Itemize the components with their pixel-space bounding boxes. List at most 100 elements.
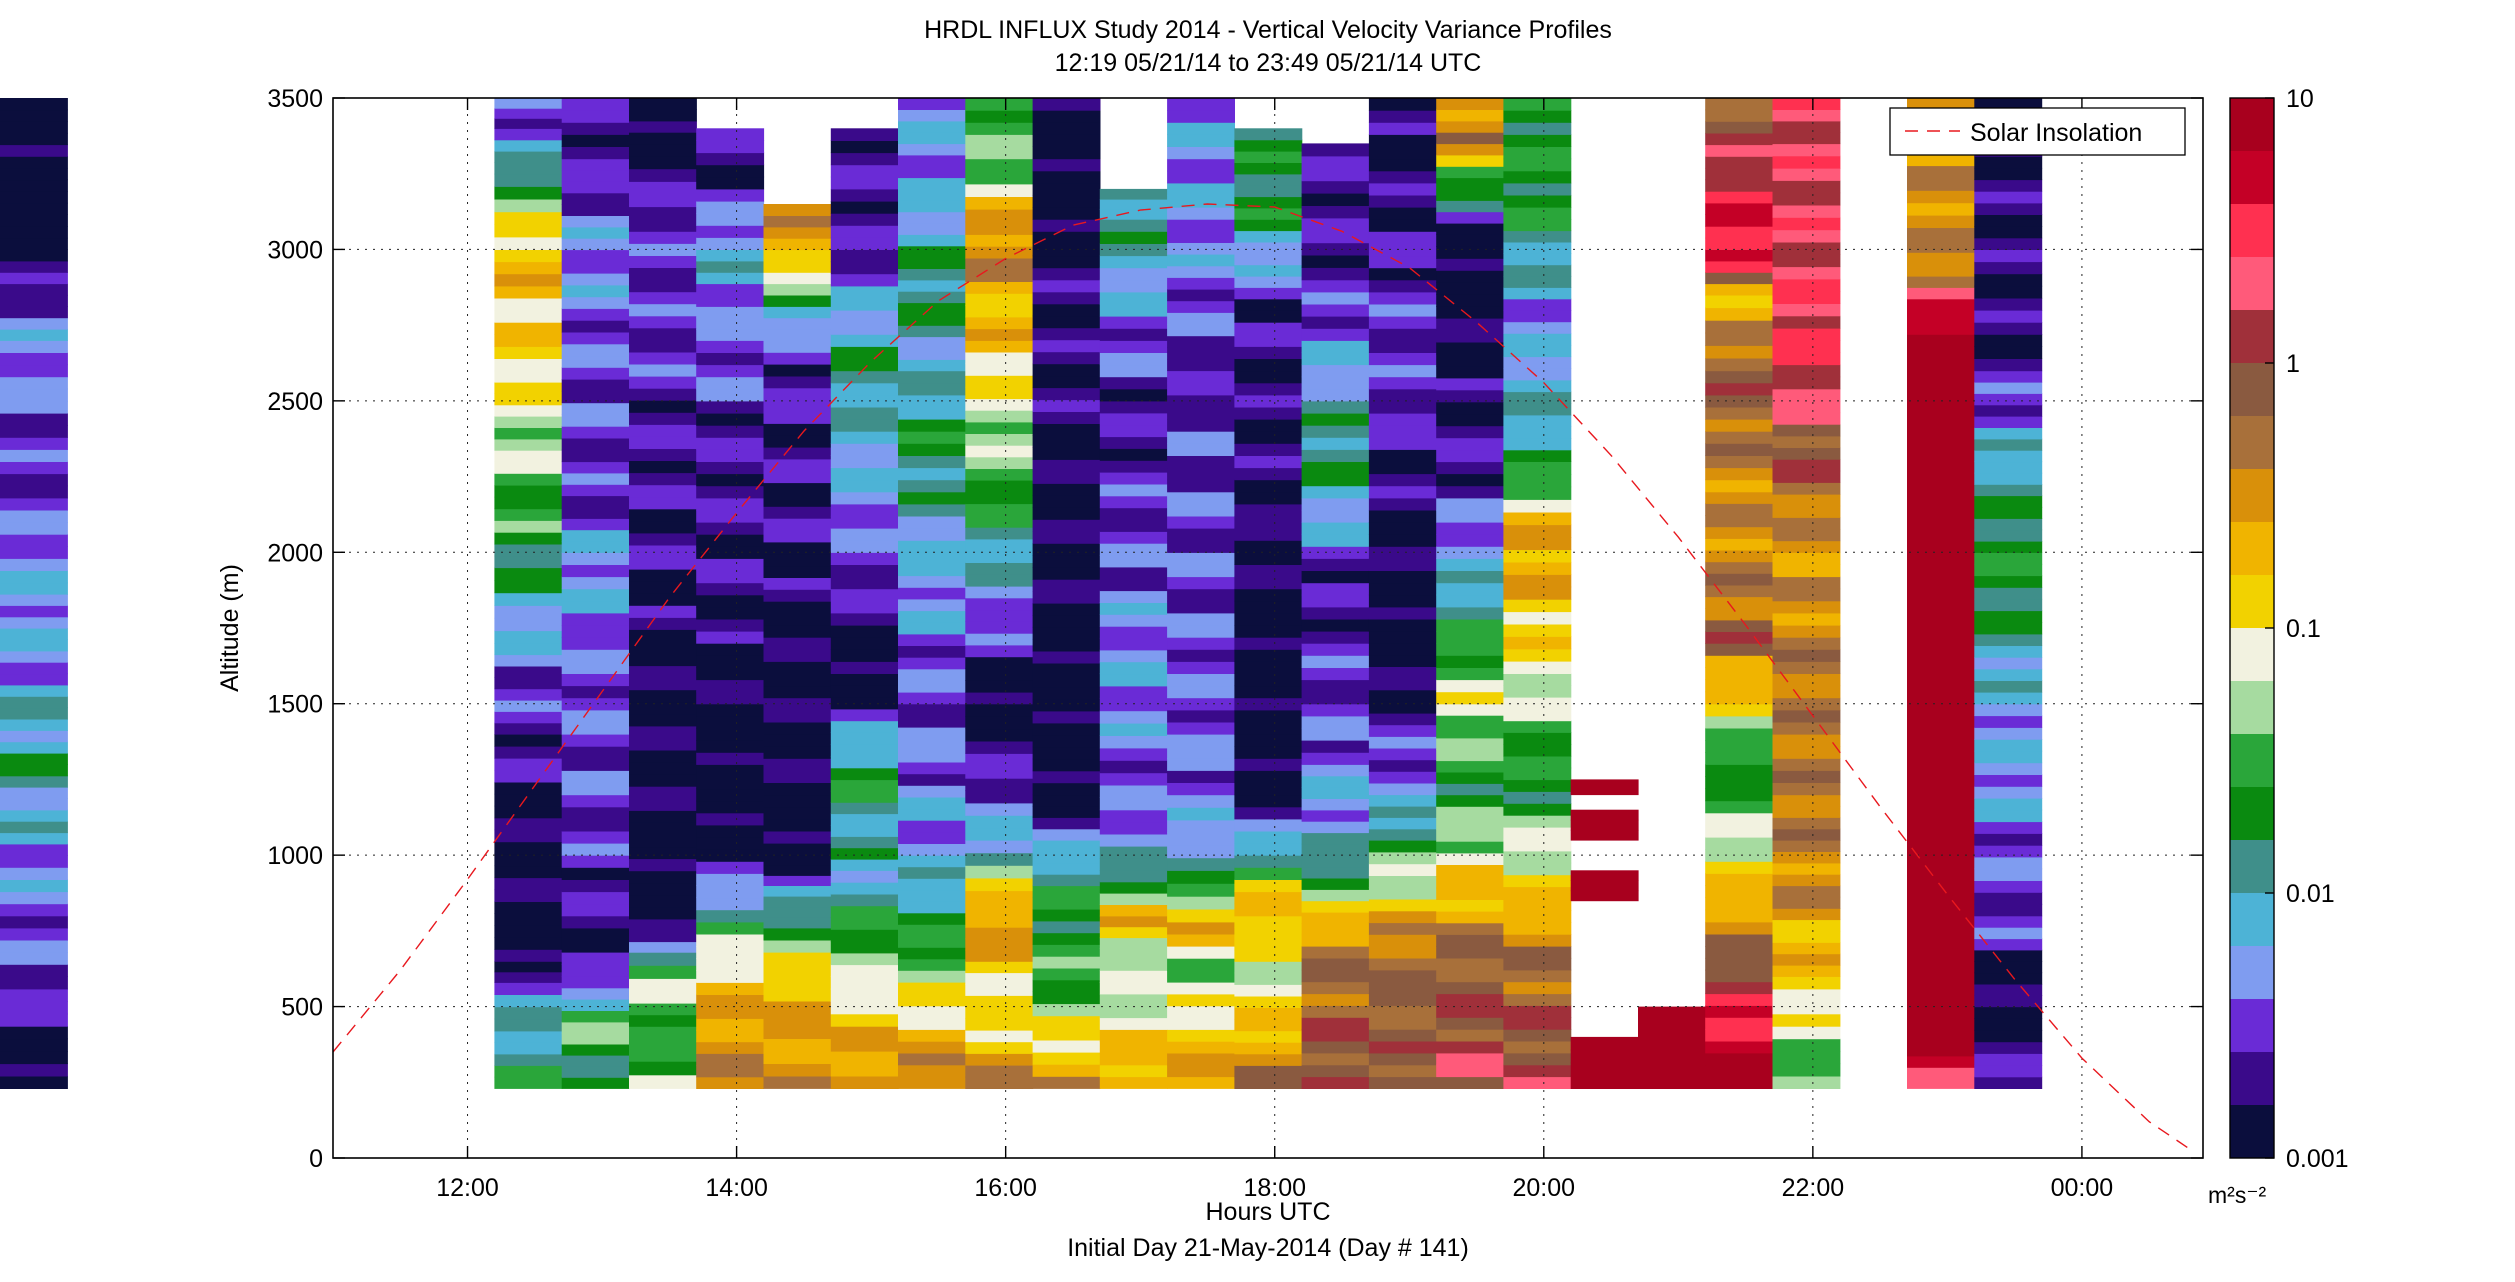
heatmap-cell xyxy=(763,328,832,341)
heatmap-cell xyxy=(830,649,899,662)
heatmap-cell xyxy=(1099,970,1168,983)
heatmap-cell xyxy=(763,988,832,1002)
y-axis-label: Altitude (m) xyxy=(216,564,244,692)
heatmap-cell xyxy=(561,367,630,380)
heatmap-cell xyxy=(1032,626,1101,640)
heatmap-cell xyxy=(696,837,765,850)
heatmap-cell xyxy=(1705,691,1774,705)
heatmap-cell xyxy=(1907,215,1975,228)
heatmap-cell xyxy=(1234,879,1303,893)
heatmap-cell xyxy=(1167,600,1235,614)
heatmap-cell xyxy=(1705,715,1774,729)
heatmap-cell xyxy=(1368,701,1437,714)
heatmap-cell xyxy=(1301,291,1370,305)
heatmap-cell xyxy=(1301,388,1370,402)
heatmap-cell xyxy=(1570,1036,1639,1051)
heatmap-cell xyxy=(561,600,630,614)
heatmap-cell xyxy=(763,843,832,856)
heatmap-cell xyxy=(965,644,1034,658)
heatmap-cell xyxy=(1772,1026,1841,1040)
heatmap-cell xyxy=(1234,431,1303,444)
heatmap-cell xyxy=(1907,1033,1975,1046)
heatmap-cell xyxy=(494,961,563,973)
heatmap-cell xyxy=(965,363,1034,376)
heatmap-cell xyxy=(965,680,1034,693)
heatmap-cell xyxy=(1974,273,2043,287)
heatmap-cell xyxy=(1503,673,1572,686)
heatmap-cell xyxy=(898,785,966,798)
heatmap-cell xyxy=(763,494,832,507)
heatmap-cell xyxy=(763,529,832,543)
heatmap-cell xyxy=(1301,303,1370,317)
heatmap-cell xyxy=(1436,691,1505,705)
heatmap-cell xyxy=(1032,555,1101,568)
heatmap-cell xyxy=(494,151,563,163)
heatmap-cell xyxy=(898,1052,966,1066)
heatmap-cell xyxy=(1974,285,2043,299)
heatmap-cell xyxy=(1234,173,1303,186)
heatmap-cell xyxy=(1503,946,1572,959)
heatmap-cell xyxy=(1436,120,1505,133)
heatmap-cell xyxy=(1234,564,1303,578)
heatmap-cell xyxy=(561,843,630,856)
heatmap-cell xyxy=(1368,546,1437,559)
heatmap-cell xyxy=(1368,643,1437,656)
heatmap-cell xyxy=(1368,461,1437,475)
heatmap-cell xyxy=(1234,196,1303,209)
heatmap-cell xyxy=(1772,600,1841,614)
heatmap-cell xyxy=(629,846,697,860)
heatmap-cell xyxy=(629,991,697,1004)
heatmap-cell xyxy=(1301,594,1370,608)
heatmap-cell xyxy=(1167,207,1235,220)
heatmap-cell xyxy=(561,1043,630,1056)
heatmap-cell xyxy=(696,800,765,814)
heatmap-cell xyxy=(1099,993,1168,1007)
heatmap-cell xyxy=(898,515,966,529)
heatmap-cell xyxy=(1974,1018,2043,1031)
heatmap-cell xyxy=(494,971,563,983)
heatmap-cell xyxy=(830,952,899,966)
heatmap-cell xyxy=(830,540,899,553)
heatmap-cell xyxy=(696,388,765,402)
x-tick-label: 22:00 xyxy=(1782,1174,1845,1202)
heatmap-cell xyxy=(0,843,68,856)
heatmap-cell xyxy=(1907,760,1975,774)
heatmap-cell xyxy=(1167,335,1235,348)
heatmap-cell xyxy=(898,633,966,646)
heatmap-cell xyxy=(629,952,697,966)
heatmap-cell xyxy=(1503,182,1572,196)
heatmap-cell xyxy=(696,413,765,426)
heatmap-cell xyxy=(1705,679,1774,693)
heatmap-cell xyxy=(1301,900,1370,913)
heatmap-cell xyxy=(1705,824,1774,838)
heatmap-cell xyxy=(1167,406,1235,420)
heatmap-cell xyxy=(1032,579,1101,592)
heatmap-cell xyxy=(830,1051,899,1065)
heatmap-cell xyxy=(1099,554,1168,568)
heatmap-cell xyxy=(1772,180,1841,194)
heatmap-cell xyxy=(494,617,563,632)
heatmap-cell xyxy=(1032,339,1101,353)
heatmap-cell xyxy=(1436,1076,1505,1089)
heatmap-cell xyxy=(629,496,697,510)
heatmap-cell xyxy=(1301,764,1370,777)
heatmap-cell xyxy=(0,226,68,239)
heatmap-cell xyxy=(1772,840,1841,852)
heatmap-cell xyxy=(1032,110,1101,123)
heatmap-cell xyxy=(629,593,697,606)
heatmap-cell xyxy=(1772,132,1841,145)
heatmap-cell xyxy=(830,382,899,396)
heatmap-cell xyxy=(629,930,697,943)
heatmap-cell xyxy=(1436,618,1505,632)
heatmap-cell xyxy=(1167,857,1235,871)
heatmap-cell xyxy=(1301,279,1370,293)
heatmap-cell xyxy=(1032,674,1101,688)
heatmap-cell xyxy=(0,352,68,366)
heatmap-cell xyxy=(1705,294,1774,309)
heatmap-cell xyxy=(1032,1064,1101,1077)
heatmap-cell xyxy=(1974,575,2043,588)
heatmap-cell xyxy=(1099,424,1168,438)
heatmap-cell xyxy=(898,1005,966,1019)
heatmap-cell xyxy=(0,707,68,720)
heatmap-cell xyxy=(1099,626,1168,639)
